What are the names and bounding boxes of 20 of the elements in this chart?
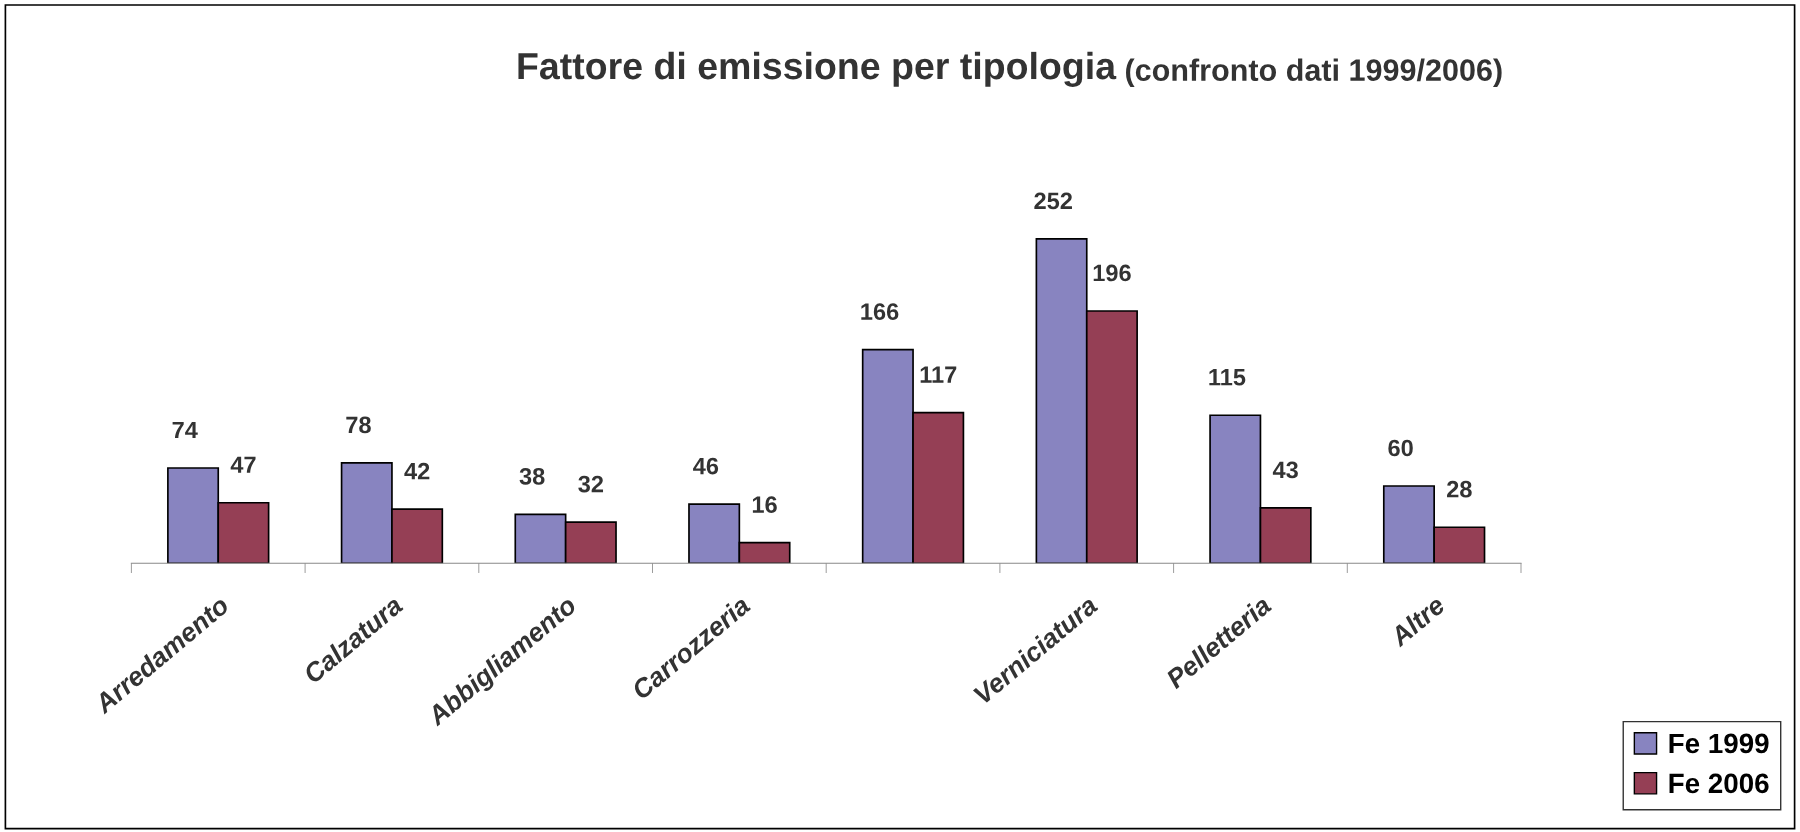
data-label: 196 <box>1093 264 1131 282</box>
data-label: 252 <box>1034 192 1072 210</box>
data-label: 43 <box>1272 461 1298 479</box>
data-label: 117 <box>920 366 957 383</box>
legend-label: Fe 2006 <box>1669 773 1769 794</box>
data-label: 32 <box>578 475 604 493</box>
data-label: 166 <box>861 303 899 320</box>
data-label: 46 <box>693 457 719 475</box>
chart-title: Fattore di emissione per tipologia <box>518 51 1117 87</box>
data-label: 115 <box>1209 369 1246 386</box>
data-label: 16 <box>752 496 777 513</box>
data-label: 78 <box>346 416 371 434</box>
data-label: 42 <box>404 462 430 480</box>
data-label: 28 <box>1447 480 1472 498</box>
legend-label: Fe 1999 <box>1669 733 1769 754</box>
data-label: 74 <box>172 421 198 439</box>
data-label: 60 <box>1388 439 1413 457</box>
chart-subtitle: (confronto dati 1999/2006) <box>1126 58 1502 87</box>
data-label: 47 <box>230 456 256 473</box>
data-label: 38 <box>519 467 545 485</box>
